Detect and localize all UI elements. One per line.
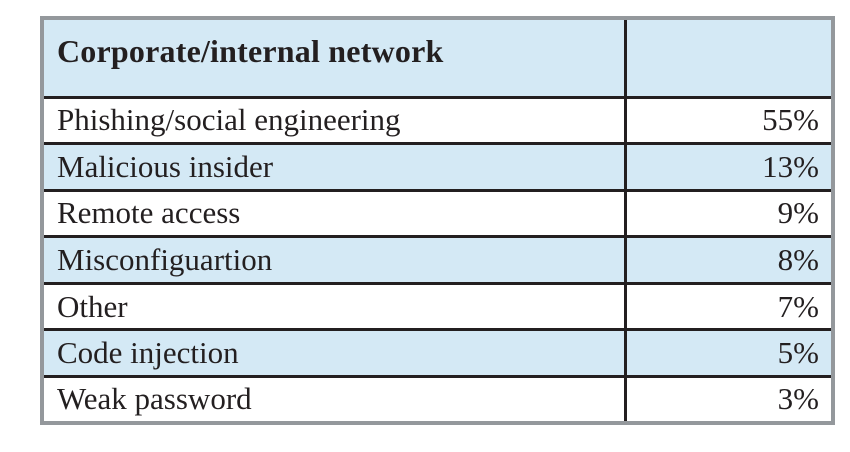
row-label: Weak password	[40, 374, 628, 425]
row-value: 7%	[624, 281, 835, 332]
row-value: 9%	[624, 188, 835, 239]
row-value: 55%	[624, 95, 835, 146]
table-row: Malicious insider 13%	[40, 142, 835, 192]
table-row: Misconfiguartion 8%	[40, 235, 835, 285]
table-row: Remote access 9%	[40, 188, 835, 239]
table-header-value-cell	[624, 16, 835, 99]
row-label: Misconfiguartion	[40, 235, 628, 285]
row-label: Phishing/social engineering	[40, 95, 628, 146]
table-header-row: Corporate/internal network	[40, 16, 835, 99]
row-value: 13%	[624, 142, 835, 192]
table-row: Phishing/social engineering 55%	[40, 95, 835, 146]
row-label: Code injection	[40, 328, 628, 378]
table-row: Weak password 3%	[40, 374, 835, 425]
row-label: Other	[40, 281, 628, 332]
row-label: Malicious insider	[40, 142, 628, 192]
table-row: Code injection 5%	[40, 328, 835, 378]
row-value: 5%	[624, 328, 835, 378]
row-value: 3%	[624, 374, 835, 425]
attack-vector-table: Corporate/internal network Phishing/soci…	[40, 16, 835, 425]
row-value: 8%	[624, 235, 835, 285]
row-label: Remote access	[40, 188, 628, 239]
table-row: Other 7%	[40, 281, 835, 332]
table-title: Corporate/internal network	[40, 16, 628, 99]
